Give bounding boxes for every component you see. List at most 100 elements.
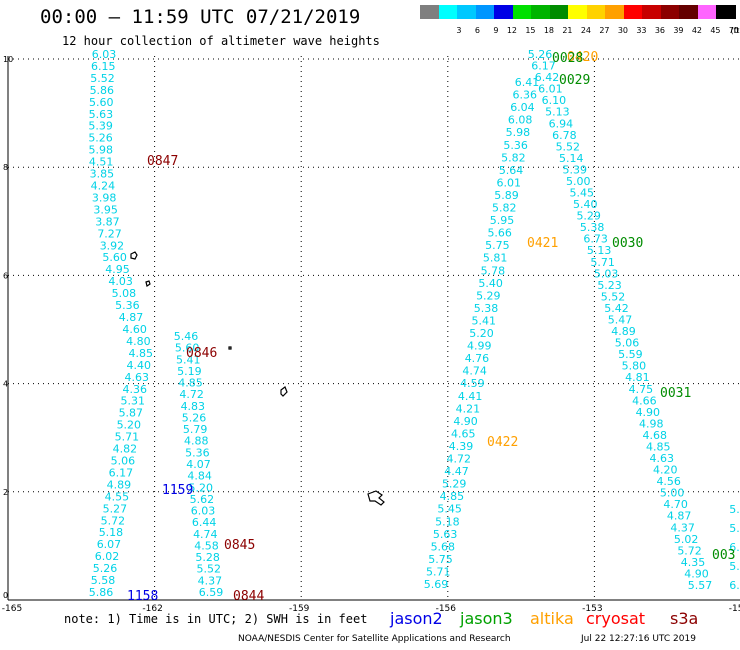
legend-swatch [568,5,588,19]
wave-height-value: 6.44 [192,516,217,529]
wave-height-value: 5.18 [435,515,460,528]
legend-unit: (ft) [730,26,740,35]
island-outline [130,251,138,260]
page-subtitle: 12 hour collection of altimeter wave hei… [62,34,380,48]
wave-height-value: 5.57 [688,579,713,592]
wave-height-value: 4.85 [178,377,203,390]
pass-time-label: 0028 [552,51,583,66]
wave-height-value: 5.60 [175,342,200,355]
wave-height-value: 6.5 [729,579,740,592]
wave-height-value: 5.40 [573,198,598,211]
wave-height-value: 6.15 [91,60,116,73]
wave-height-value: 4.65 [451,427,476,440]
y-tick-label: 10 [3,55,13,64]
wave-height-value: 4.90 [684,567,709,580]
wave-height-value: 5.98 [88,144,113,157]
pass-time-label: 0844 [233,589,264,604]
legend-label: 33 [636,26,647,35]
wave-height-value: 4.84 [187,470,212,483]
wave-height-value: 3.85 [90,168,115,181]
wave-height-value: 3.92 [100,239,125,252]
wave-height-value: 5.38 [474,302,499,315]
wave-height-value: 5.27 [103,502,128,515]
wave-height-value: 4.39 [449,440,474,453]
legend-swatch [697,5,718,19]
wave-height-value: 4.68 [643,429,668,442]
wave-height-value: 5.26 [528,48,553,61]
wave-height-value: 5.63 [89,108,114,121]
wave-height-value: 6.01 [497,176,522,189]
wave-height-value: 4.40 [127,359,152,372]
x-tick-label: -162 [142,604,162,614]
wave-height-value: 5.95 [490,214,515,227]
wave-height-value: 5.29 [576,210,601,223]
wave-height-value: 4.37 [198,574,223,587]
wave-height-value: 5.79 [183,423,208,436]
x-tick-label: -165 [2,604,22,614]
wave-height-value: 4.66 [632,394,657,407]
wave-height-value: 4.85 [129,347,154,360]
wave-height-value: 4.89 [107,478,132,491]
wave-height-value: 4.51 [89,156,114,169]
wave-height-value: 5.86 [90,84,115,97]
wave-height-value: 4.20 [653,464,678,477]
wave-height-value: 5.45 [569,187,594,200]
wave-height-value: 5.9 [729,560,740,573]
footer-note: note: 1) Time is in UTC; 2) SWH is in fe… [64,612,368,626]
wave-height-value: 5.14 [559,152,584,165]
wave-height-value: 4.81 [625,371,650,384]
wave-height-value: 4.99 [467,340,492,353]
wave-height-value: 4.03 [108,275,133,288]
wave-height-value: 5.71 [590,256,615,269]
wave-height-value: 5.41 [472,314,497,327]
wave-height-value: 5.46 [174,330,199,343]
wave-height-value: 4.35 [681,556,706,569]
wave-height-value: 5.60 [89,96,114,109]
wave-height-value: 4.90 [453,415,478,428]
wave-height-value: 5.26 [88,132,113,145]
wave-height-value: 4.80 [126,335,151,348]
x-tick-label: -156 [436,604,457,614]
wave-height-value: 4.75 [629,383,654,396]
wave-height-value: 5.47 [608,314,633,327]
legend-label: 21 [562,26,573,35]
satellite-name-s3a: s3a [670,609,699,628]
wave-height-value: 5.06 [615,337,640,350]
wave-height-value: 3.87 [95,215,120,228]
island-outline [367,490,385,506]
wave-height-value: 4.70 [663,498,688,511]
wave-height-value: 4.63 [125,371,150,384]
wave-height-value: 5.59 [618,348,643,361]
wave-height-value: 4.07 [186,458,211,471]
wave-height-value: 6.03 [92,48,117,61]
wave-height-value: 4.87 [667,510,692,523]
wave-height-value: 6.78 [552,129,577,142]
wave-height-value: 5.72 [677,544,702,557]
pass-time-label: 0846 [186,346,217,361]
wave-height-value: 5.39 [88,120,113,133]
wave-height-value: 5.6 [729,503,740,516]
y-tick-label: 0 [3,591,8,600]
legend-swatch [660,5,681,19]
credit-timestamp: Jul 22 12:27:16 UTC 2019 [581,634,696,644]
wave-height-value: 5.60 [102,251,127,264]
wave-height-value: 5.00 [660,487,685,500]
wave-height-value: 5.89 [494,189,519,202]
x-tick-label: -150 [729,604,740,614]
legend-swatch [605,5,625,19]
pass-time-label: 003 [712,548,735,563]
legend-label: 18 [543,26,554,35]
wave-height-value: 5.29 [476,289,501,302]
credit-line: NOAA/NESDIS Center for Satellite Applica… [238,634,511,644]
wave-height-value: 4.83 [181,400,206,413]
wave-height-value: 5.39 [563,163,588,176]
wave-height-value: 6.08 [508,114,533,127]
wave-height-value: 6.0 [729,541,740,554]
satellite-name-jason3: jason3 [460,609,513,628]
legend-label: 15 [525,26,536,35]
wave-height-value: 4.55 [105,490,130,503]
wave-height-value: 5.20 [189,481,214,494]
y-tick-label: 4 [3,380,8,389]
legend-label: 42 [691,26,702,35]
